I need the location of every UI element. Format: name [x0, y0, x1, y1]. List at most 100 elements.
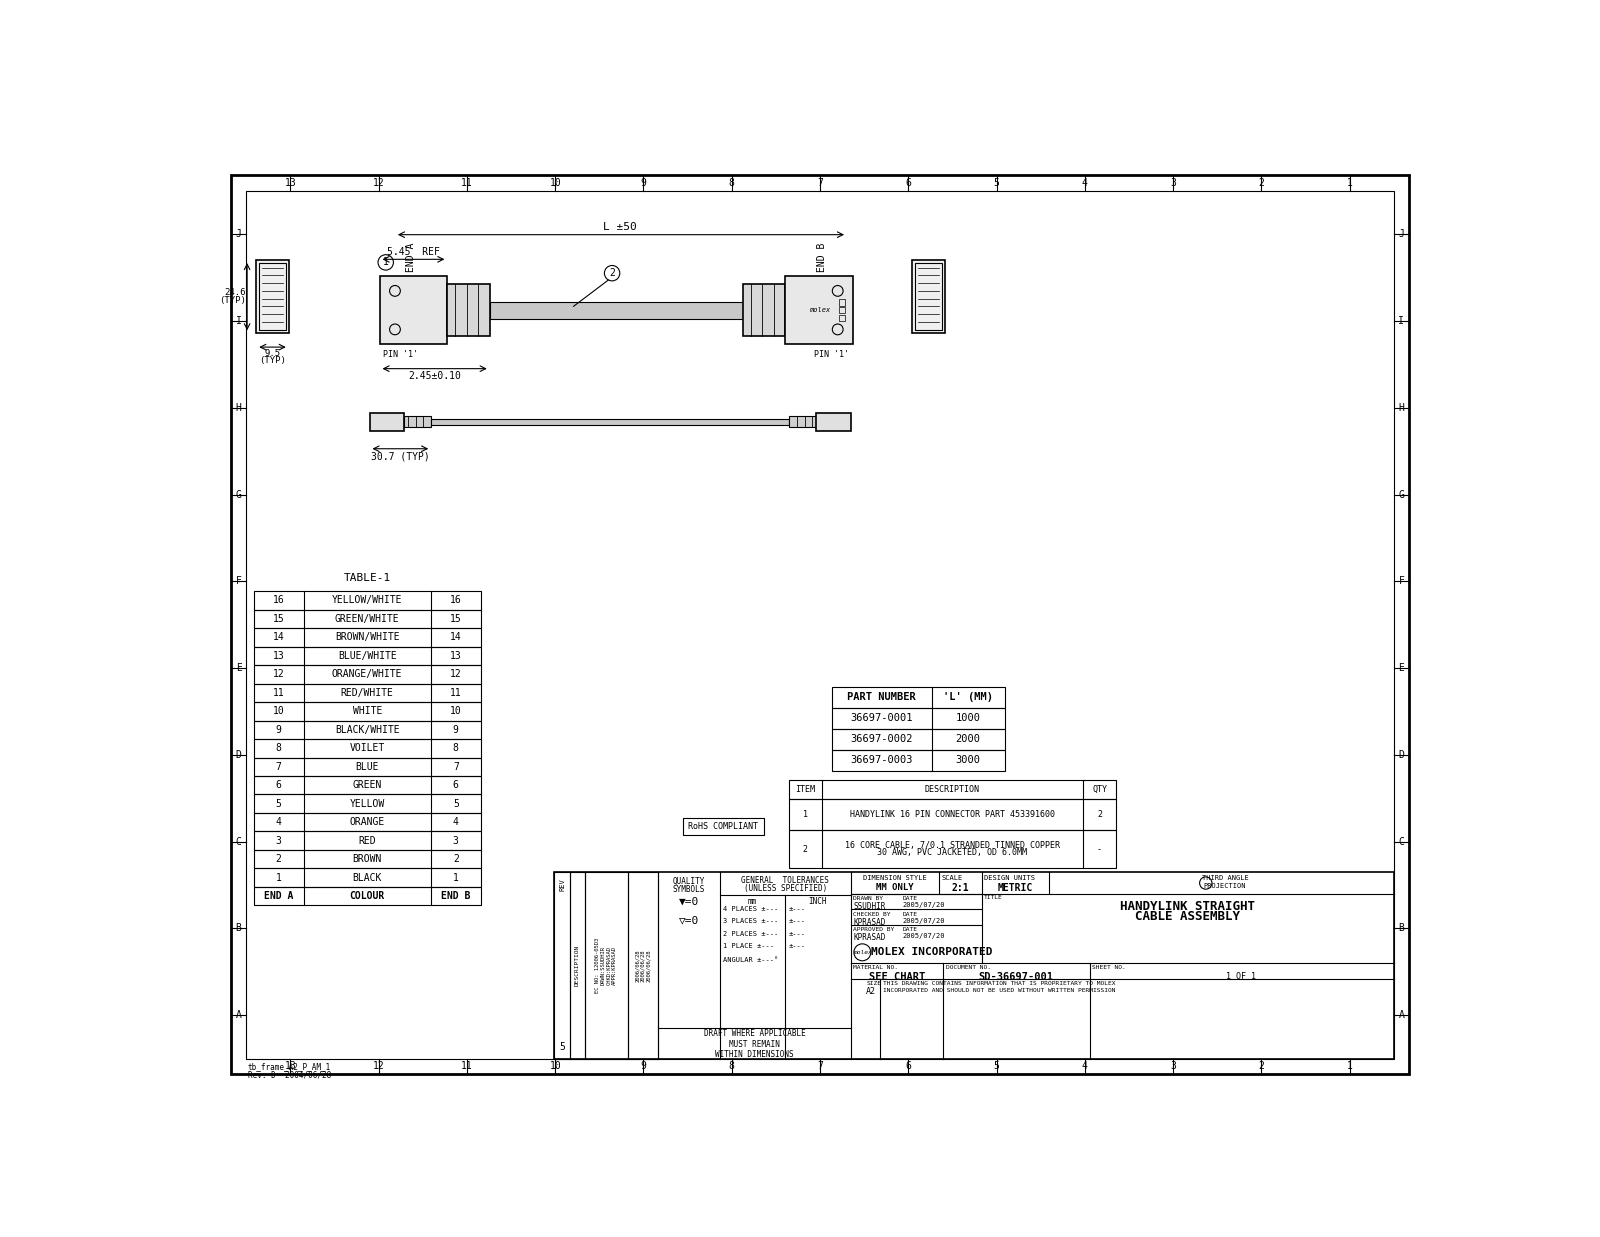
Text: 4: 4 [453, 818, 459, 828]
Bar [254, 703, 482, 720]
Text: 2000: 2000 [955, 734, 981, 743]
Text: 1000: 1000 [955, 714, 981, 724]
Text: BLUE: BLUE [355, 762, 379, 772]
Bar [840, 299, 845, 306]
Text: (TYP): (TYP) [259, 356, 286, 365]
Text: PIN '1': PIN '1' [814, 350, 850, 359]
Text: 15: 15 [274, 614, 285, 623]
Text: 10: 10 [450, 706, 462, 716]
Text: B: B [235, 923, 242, 934]
Text: F: F [235, 576, 242, 586]
Text: EC NO: 12006-05D3
DRWN:SSUDHIR
CHKD:KPRASAD
APPR:KPRASAD: EC NO: 12006-05D3 DRWN:SSUDHIR CHKD:KPRA… [595, 938, 618, 993]
Text: L ±50: L ±50 [603, 221, 637, 231]
Text: HANDYLINK STRAIGHT: HANDYLINK STRAIGHT [1120, 899, 1254, 913]
Bar [254, 813, 482, 831]
Text: 12: 12 [373, 1061, 384, 1071]
Text: SSUDHIR: SSUDHIR [853, 902, 885, 912]
Text: HANDYLINK 16 PIN CONNECTOR PART 453391600: HANDYLINK 16 PIN CONNECTOR PART 45339160… [850, 810, 1054, 819]
Bar [840, 314, 845, 320]
Text: 13: 13 [285, 178, 296, 188]
Text: 3000: 3000 [955, 755, 981, 764]
Text: THIRD ANGLE: THIRD ANGLE [1202, 876, 1248, 881]
Text: 4: 4 [275, 818, 282, 828]
Text: 4: 4 [1082, 178, 1088, 188]
Bar [448, 285, 490, 336]
Text: 10: 10 [549, 1061, 562, 1071]
Text: TITLE: TITLE [984, 896, 1003, 901]
Text: 11: 11 [461, 1061, 474, 1071]
Text: -: - [1098, 845, 1102, 854]
Bar [254, 757, 482, 776]
Text: SD-36697-001: SD-36697-001 [979, 972, 1054, 982]
Bar [254, 684, 482, 703]
Text: END B: END B [818, 242, 827, 272]
Text: 2 PLACES ±---: 2 PLACES ±--- [723, 930, 778, 936]
Text: MOLEX INCORPORATED: MOLEX INCORPORATED [870, 948, 992, 957]
Text: 2: 2 [803, 845, 808, 854]
Text: I: I [1398, 315, 1405, 327]
Text: 6: 6 [906, 1061, 910, 1071]
Text: 1: 1 [275, 872, 282, 883]
Text: DATE: DATE [902, 896, 917, 901]
Bar [832, 750, 1005, 771]
Text: PIN '1': PIN '1' [384, 350, 419, 359]
Text: 30.7 (TYP): 30.7 (TYP) [371, 452, 430, 461]
Bar [254, 647, 482, 666]
Text: 5: 5 [994, 1061, 1000, 1071]
Text: 9.5: 9.5 [264, 349, 280, 357]
Text: DESCRIPTION: DESCRIPTION [925, 784, 979, 794]
Text: 2: 2 [275, 855, 282, 865]
Text: 11: 11 [274, 688, 285, 698]
Text: 9: 9 [275, 725, 282, 735]
Text: 30 AWG, PVC JACKETED, OD 6.0MM: 30 AWG, PVC JACKETED, OD 6.0MM [877, 849, 1027, 857]
Text: 36697-0001: 36697-0001 [850, 714, 914, 724]
Bar [254, 794, 482, 813]
Text: 24.6: 24.6 [224, 288, 245, 297]
Text: I: I [235, 315, 242, 327]
Bar [370, 413, 405, 430]
Text: H: H [1398, 403, 1405, 413]
Bar [789, 830, 1115, 868]
Text: 6: 6 [906, 178, 910, 188]
Text: INCORPORATED AND SHOULD NOT BE USED WITHOUT WRITTEN PERMISSION: INCORPORATED AND SHOULD NOT BE USED WITH… [883, 987, 1115, 993]
Bar [570, 872, 586, 1059]
Text: GREEN/WHITE: GREEN/WHITE [334, 614, 400, 623]
Text: GENERAL  TOLERANCES: GENERAL TOLERANCES [741, 876, 829, 886]
Text: RED/WHITE: RED/WHITE [341, 688, 394, 698]
Text: C: C [235, 836, 242, 846]
Text: COLOUR: COLOUR [350, 891, 386, 901]
Bar [254, 666, 482, 684]
Text: BROWN/WHITE: BROWN/WHITE [334, 632, 400, 642]
Text: KPRASAD: KPRASAD [853, 933, 885, 943]
Bar [254, 610, 482, 628]
Bar [840, 307, 845, 313]
Text: tb_frame_A2_P_AM_1: tb_frame_A2_P_AM_1 [248, 1063, 331, 1071]
Bar [256, 260, 288, 333]
Text: 3 PLACES ±---: 3 PLACES ±--- [723, 918, 778, 924]
Text: 3: 3 [453, 836, 459, 846]
Bar [254, 738, 482, 757]
Text: YELLOW/WHITE: YELLOW/WHITE [331, 595, 403, 605]
Text: D: D [235, 750, 242, 760]
Bar [254, 591, 482, 610]
Text: KPRASAD: KPRASAD [853, 918, 885, 927]
Bar [554, 872, 570, 1059]
Text: WHITE: WHITE [352, 706, 382, 716]
Text: Rev. D  2004/06/28: Rev. D 2004/06/28 [248, 1070, 331, 1079]
Text: DESCRIPTION: DESCRIPTION [574, 945, 579, 986]
Text: 2:1: 2:1 [952, 883, 970, 893]
Text: 9: 9 [640, 178, 646, 188]
Text: G: G [235, 490, 242, 500]
Text: 1: 1 [1347, 1061, 1352, 1071]
Bar [683, 819, 763, 835]
Text: G: G [1398, 490, 1405, 500]
Text: 13: 13 [274, 651, 285, 661]
Text: (UNLESS SPECIFIED): (UNLESS SPECIFIED) [744, 883, 827, 893]
Text: BROWN: BROWN [352, 855, 382, 865]
Text: QUALITY: QUALITY [674, 877, 706, 886]
Bar [915, 263, 942, 330]
Bar [832, 688, 1005, 709]
Text: molex: molex [853, 950, 872, 955]
Text: 5.45  REF: 5.45 REF [387, 247, 440, 257]
Text: 2: 2 [1258, 1061, 1264, 1071]
